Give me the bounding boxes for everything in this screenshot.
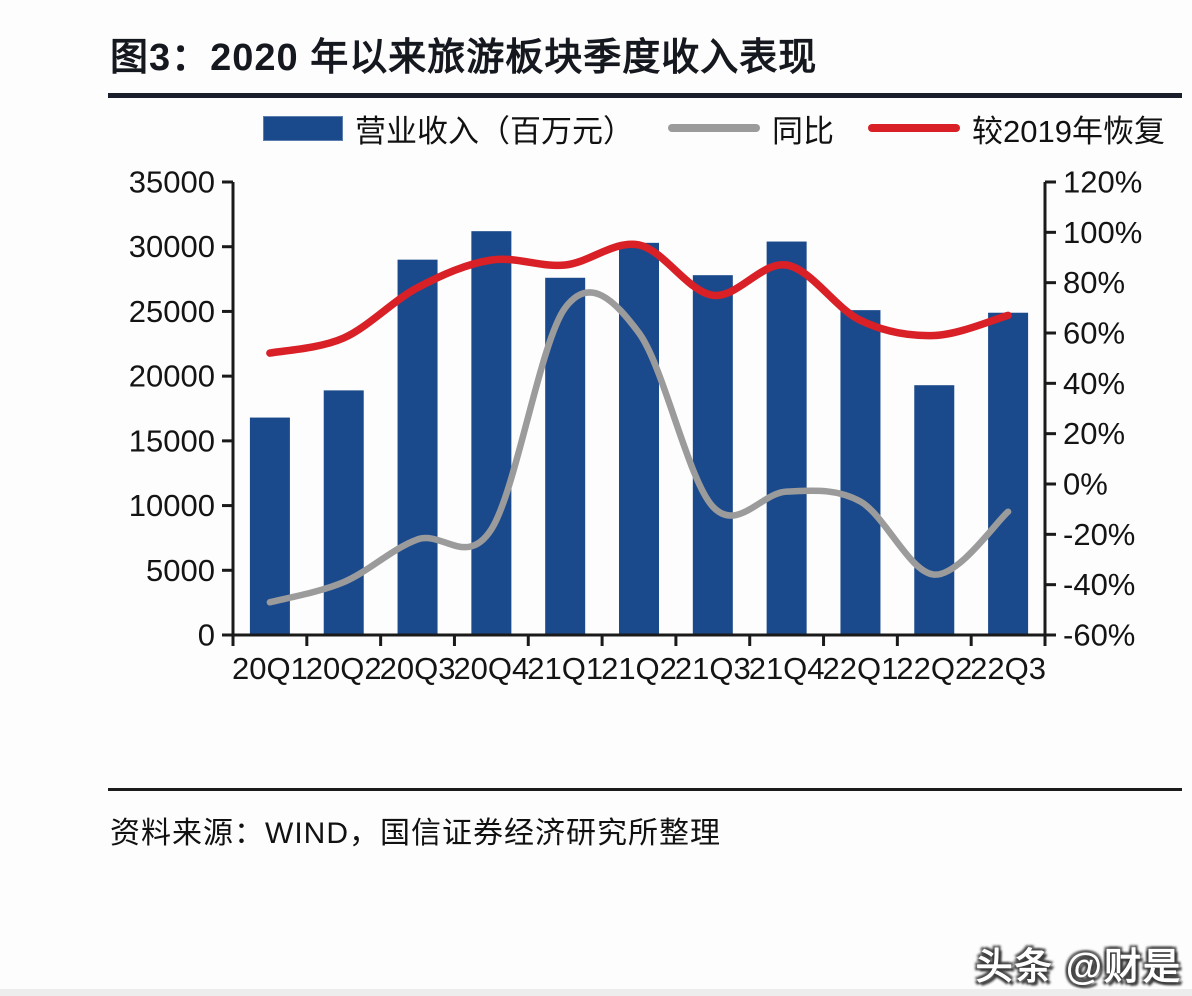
revenue-bar-21Q2 bbox=[619, 242, 659, 635]
right-axis-tick-label: -60% bbox=[1063, 618, 1135, 653]
right-axis-tick-label: 100% bbox=[1063, 215, 1142, 250]
source-text: 资料来源：WIND，国信证券经济研究所整理 bbox=[110, 817, 721, 850]
x-axis-label-21Q1: 21Q1 bbox=[527, 651, 603, 686]
x-axis-label-20Q3: 20Q3 bbox=[380, 651, 456, 686]
revenue-bar-22Q3 bbox=[988, 312, 1029, 635]
left-axis-tick-label: 15000 bbox=[129, 423, 215, 458]
right-axis-tick-label: 120% bbox=[1063, 165, 1142, 200]
source-rule bbox=[108, 788, 1182, 791]
legend-label-recovery: 较2019年恢复 bbox=[972, 113, 1165, 149]
legend-label-yoy: 同比 bbox=[772, 113, 834, 149]
watermark-text: 头条 @财是 bbox=[975, 946, 1182, 987]
x-axis-label-20Q4: 20Q4 bbox=[453, 651, 529, 686]
x-axis-label-22Q2: 22Q2 bbox=[896, 651, 972, 686]
revenue-bar-20Q3 bbox=[397, 259, 438, 635]
left-axis-tick-label: 35000 bbox=[129, 165, 215, 200]
x-axis-label-21Q3: 21Q3 bbox=[675, 651, 751, 686]
right-axis-tick-label: 60% bbox=[1063, 316, 1125, 351]
left-axis-tick-label: 25000 bbox=[129, 294, 215, 329]
x-axis-label-22Q3: 22Q3 bbox=[970, 651, 1046, 686]
right-axis-tick-label: 0% bbox=[1063, 467, 1108, 502]
chart-legend: 营业收入（百万元） 同比 较2019年恢复 bbox=[263, 104, 1183, 152]
revenue-bar-20Q2 bbox=[323, 390, 364, 635]
chart-plot-area: 35000 30000 25000 20000 15000 10000 5000 0 120% 1… bbox=[129, 165, 1143, 687]
legend-label-revenue: 营业收入（百万元） bbox=[355, 113, 634, 149]
left-axis-tick-label: 10000 bbox=[129, 488, 215, 523]
revenue-bar-22Q2 bbox=[914, 385, 955, 635]
revenue-bar-21Q3 bbox=[692, 275, 733, 635]
x-axis-label-20Q1: 20Q1 bbox=[232, 651, 308, 686]
x-axis-label-20Q2: 20Q2 bbox=[306, 651, 382, 686]
left-axis-tick-label: 0 bbox=[198, 618, 215, 653]
legend-red-line-icon bbox=[868, 124, 960, 132]
right-axis-tick-label: -20% bbox=[1063, 517, 1135, 552]
left-axis-tick-label: 30000 bbox=[129, 229, 215, 264]
revenue-bar-22Q1 bbox=[840, 310, 881, 635]
x-axis-label-22Q1: 22Q1 bbox=[823, 651, 899, 686]
title-rule bbox=[108, 93, 1182, 98]
right-axis-tick-label: -40% bbox=[1063, 567, 1135, 602]
revenue-bar-20Q4 bbox=[471, 231, 512, 635]
legend-bar-swatch-icon bbox=[263, 115, 343, 141]
yoy-line bbox=[266, 289, 1012, 606]
right-axis-tick-label: 80% bbox=[1063, 265, 1125, 300]
legend-gray-line-icon bbox=[668, 124, 760, 132]
figure-title: 图3：2020 年以来旅游板块季度收入表现 bbox=[110, 37, 818, 79]
x-axis-label-21Q4: 21Q4 bbox=[749, 651, 825, 686]
x-axis-label-21Q2: 21Q2 bbox=[601, 651, 677, 686]
left-axis-tick-label: 5000 bbox=[146, 553, 215, 588]
right-axis-tick-label: 40% bbox=[1063, 366, 1125, 401]
revenue-bar-21Q4 bbox=[766, 241, 807, 635]
right-axis-tick-label: 20% bbox=[1063, 416, 1125, 451]
left-axis-tick-label: 20000 bbox=[129, 359, 215, 394]
bottom-edge-strip bbox=[0, 989, 1192, 996]
recovery-line bbox=[266, 240, 1012, 357]
